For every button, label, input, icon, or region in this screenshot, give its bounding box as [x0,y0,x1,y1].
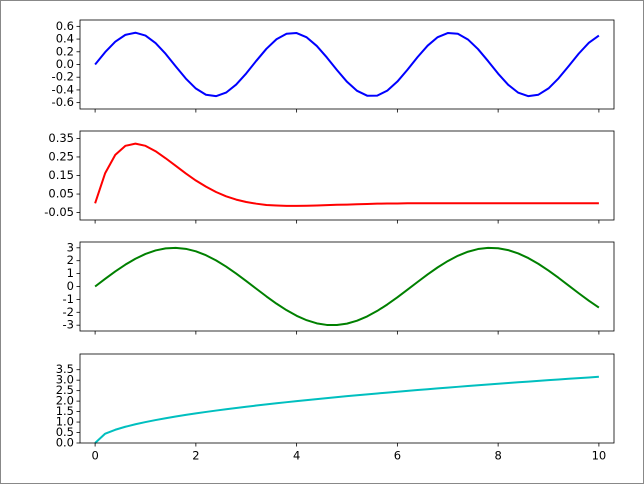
y-tick-label: 0 [67,279,74,293]
y-tick-label: -1 [63,292,74,306]
y-tick-label: 0.5 [56,425,74,439]
x-tick-label: 4 [293,449,300,463]
x-tick-label: 6 [394,449,401,463]
y-tick-label: 0.6 [56,19,74,33]
y-tick-label: 2.0 [56,394,74,408]
x-tick-label: 2 [192,449,199,463]
x-tick-label: 10 [592,449,607,463]
y-tick-label: -2 [63,305,74,319]
y-tick-label: 1.0 [56,415,74,429]
y-tick-label: 0.4 [56,32,74,46]
y-tick-label: 0.25 [48,149,74,163]
y-tick-label: -0.6 [52,95,74,109]
y-tick-label: 3.5 [56,362,74,376]
y-tick-label: 3 [67,240,74,254]
y-tick-label: -0.4 [52,82,74,96]
x-tick-label: 0 [91,449,98,463]
y-tick-label: 0.2 [56,44,74,58]
y-tick-label: 0.35 [48,131,74,145]
y-tick-label: 2.5 [56,383,74,397]
line [94,246,600,327]
y-tick-label: 3.0 [56,373,74,387]
line [94,142,599,207]
y-tick-label: 0.0 [56,57,74,71]
y-tick-label: 1.5 [56,404,74,418]
y-tick-label: -3 [63,318,74,332]
y-tick-label: 0.15 [48,168,74,182]
line [94,375,599,444]
axes-frame [79,353,615,444]
y-tick-label: 0.05 [48,187,74,201]
y-tick-label: -0.05 [44,205,74,219]
y-tick-label: 2 [67,253,74,267]
y-tick-label: 1 [67,266,74,280]
y-tick-label: 0.0 [56,436,74,450]
y-tick-label: -0.2 [52,70,74,84]
x-tick-label: 8 [494,449,501,463]
line [94,31,600,98]
